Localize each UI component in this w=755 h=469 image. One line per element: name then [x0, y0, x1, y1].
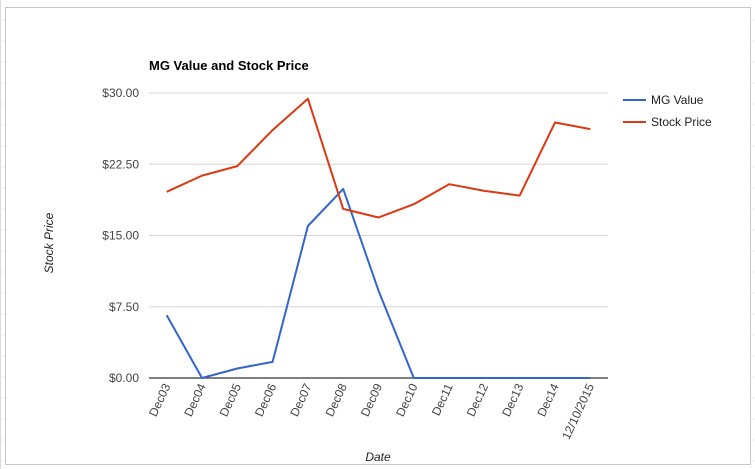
x-axis-title: Date	[365, 450, 391, 464]
x-tick-label: Dec07	[287, 381, 314, 419]
x-tick-label: Dec11	[429, 381, 456, 418]
chart-container[interactable]: MG Value and Stock Price Date Stock Pric…	[5, 7, 751, 465]
x-tick-label: Dec03	[146, 381, 173, 419]
x-tick-label: Dec13	[499, 381, 526, 419]
x-tick-label: Dec12	[464, 381, 491, 419]
x-axis-ticks: Dec03 Dec04 Dec05 Dec06 Dec07 Dec08 Dec09 Dec10…	[146, 381, 597, 442]
series-line-mg-value	[165, 187, 591, 379]
y-tick-label: $0.00	[109, 371, 139, 385]
gridlines	[149, 92, 608, 379]
chart-title: MG Value and Stock Price	[149, 58, 309, 73]
x-tick-label: Dec08	[323, 381, 350, 419]
x-tick-label: Dec10	[393, 381, 420, 419]
series-lines	[165, 97, 591, 379]
y-axis-title: Stock Price	[42, 212, 56, 273]
series-line-stock-price	[166, 97, 591, 219]
y-tick-label: $15.00	[102, 229, 139, 243]
x-tick-label: Dec04	[181, 381, 208, 419]
y-tick-label: $30.00	[102, 86, 139, 100]
y-axis-ticks: $0.00 $7.50 $15.00 $22.50 $30.00	[102, 86, 139, 385]
x-tick-label: Dec06	[252, 381, 279, 419]
y-tick-label: $22.50	[102, 157, 139, 171]
legend: MG Value Stock Price	[623, 93, 712, 129]
x-tick-label: Dec05	[217, 381, 244, 419]
legend-label: MG Value	[651, 93, 704, 107]
line-chart: MG Value and Stock Price Date Stock Pric…	[42, 58, 712, 464]
y-tick-label: $7.50	[109, 300, 139, 314]
x-tick-label: Dec09	[358, 381, 385, 419]
legend-label: Stock Price	[651, 115, 712, 129]
x-tick-label: 12/10/2015	[559, 381, 597, 442]
x-tick-label: Dec14	[534, 381, 561, 419]
